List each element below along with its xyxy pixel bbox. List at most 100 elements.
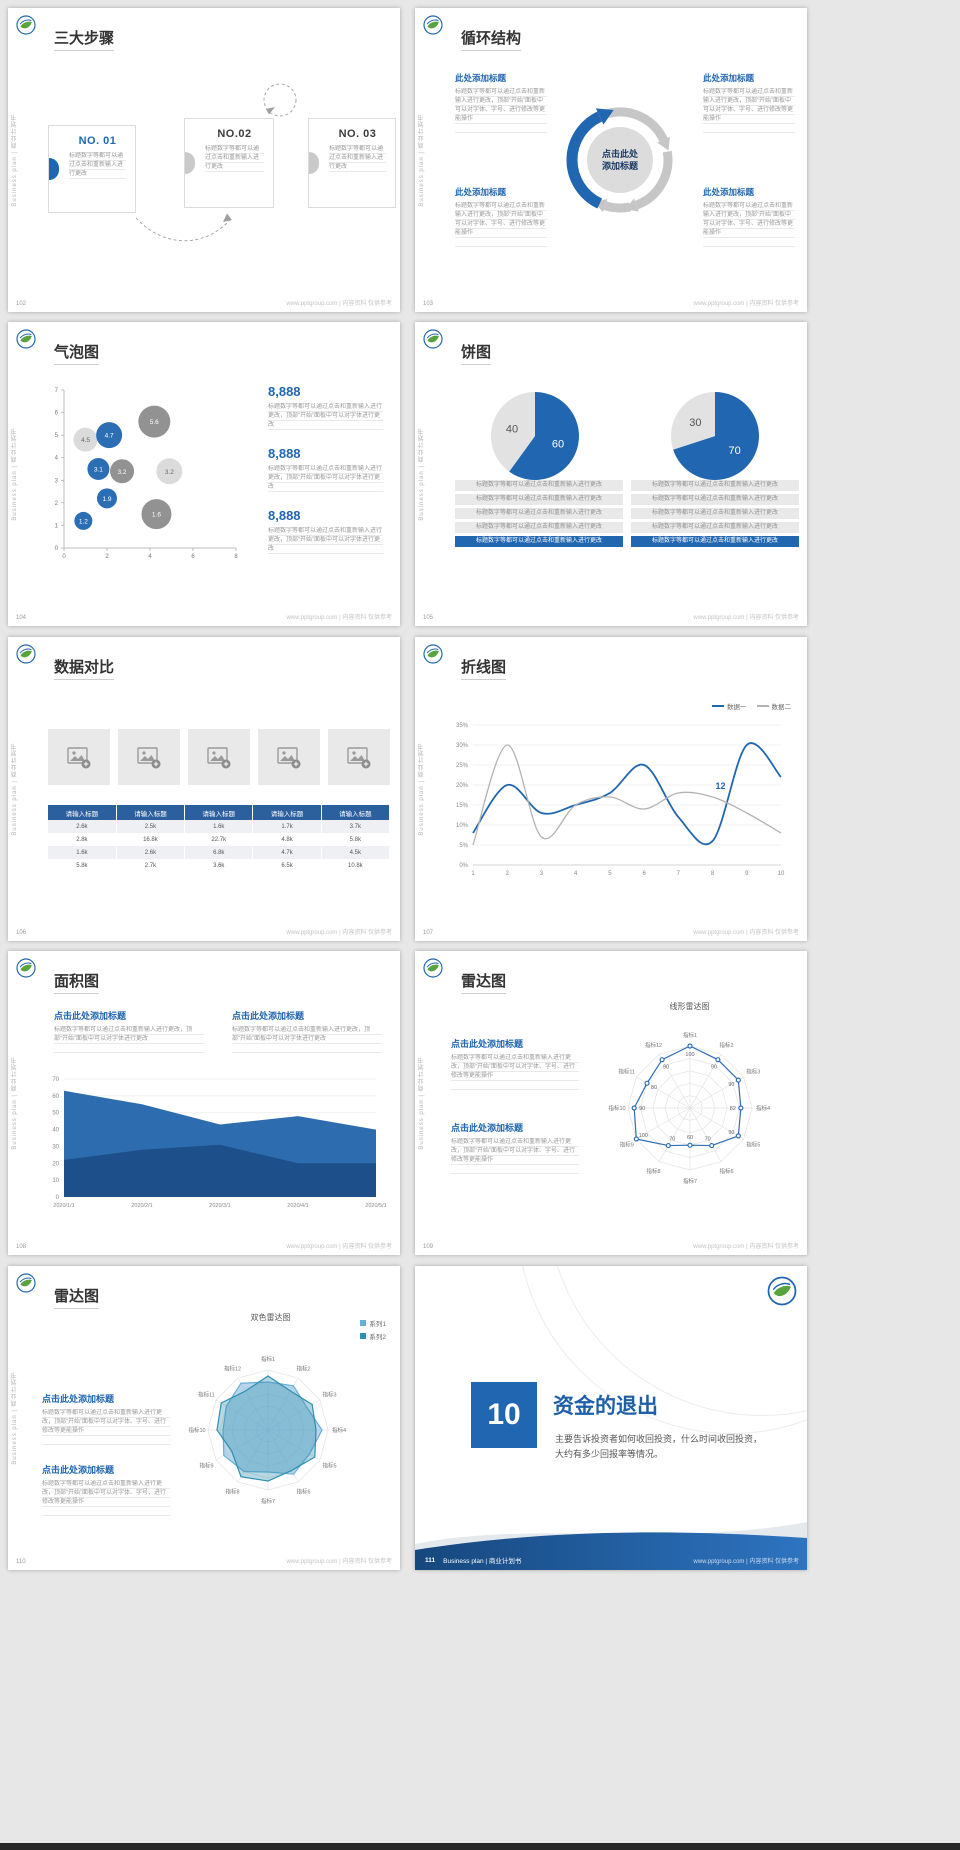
slide-111-thumbnail[interactable]: 10 资金的退出 主要告诉投资者如何收回投资，什么时间收回投资，大约有多少回报率… bbox=[415, 1266, 807, 1570]
slide-103-thumbnail[interactable]: Business plan | 商业计划书 循环结构 点击此处添加标题 此处添加… bbox=[415, 8, 807, 312]
placeholder-row: 标题数字等都可以通过点击和重新输入进行更改 bbox=[455, 508, 623, 519]
text-block: 此处添加标题 标题数字等都可以通过点击和重新输入进行更改，顶部“开始”面板中可以… bbox=[703, 72, 795, 133]
slide-106-thumbnail[interactable]: Business plan | 商业计划书 数据对比 请输入标题 请输入标题 请输入… bbox=[8, 637, 400, 941]
block-text: 标题数字等都可以通过点击和重新输入进行更改，顶部“开始”面板中可以对字体进行更改 bbox=[232, 1026, 382, 1054]
table-header-cell: 请输入标题 bbox=[48, 805, 117, 820]
placeholder-row: 标题数字等都可以通过点击和重新输入进行更改 bbox=[455, 494, 623, 505]
svg-text:6: 6 bbox=[191, 554, 195, 560]
table-row: 2.8k 16.8k 22.7k 4.8k 5.8k bbox=[48, 833, 391, 846]
legend-item: 数据一 bbox=[712, 701, 747, 711]
table-cell: 16.8k bbox=[116, 833, 186, 846]
slide-title: 雷达图 bbox=[461, 973, 507, 994]
slide-title: 雷达图 bbox=[54, 1288, 100, 1309]
stat-item: 8,888 标题数字等都可以通过点击和重新输入进行更改，顶部“开始”面板中可以对… bbox=[268, 446, 383, 492]
svg-text:指标11: 指标11 bbox=[618, 1068, 635, 1076]
table-cell: 2.8k bbox=[48, 833, 117, 846]
brand-logo-icon bbox=[423, 958, 443, 978]
step-connector-arcs bbox=[135, 83, 297, 242]
stat-item: 8,888 标题数字等都可以通过点击和重新输入进行更改，顶部“开始”面板中可以对… bbox=[268, 508, 383, 554]
page-number: 103 bbox=[423, 301, 434, 307]
image-placeholder bbox=[188, 729, 250, 785]
table-header-cell: 请输入标题 bbox=[184, 805, 254, 820]
block-text: 标题数字等都可以通过点击和重新输入进行更改，顶部“开始”面板中可以对字体、字号、… bbox=[42, 1480, 170, 1517]
image-icon bbox=[206, 744, 232, 770]
image-icon bbox=[136, 744, 162, 770]
svg-text:指标4: 指标4 bbox=[756, 1104, 770, 1112]
placeholder-row: 标题数字等都可以通过点击和重新输入进行更改 bbox=[455, 536, 623, 547]
svg-text:3: 3 bbox=[540, 871, 544, 877]
step-number: NO. 01 bbox=[78, 135, 117, 147]
block-heading: 此处添加标题 bbox=[703, 73, 755, 83]
slide-title: 气泡图 bbox=[54, 344, 100, 365]
svg-text:4.5: 4.5 bbox=[81, 437, 90, 444]
image-icon bbox=[66, 744, 92, 770]
text-block: 此处添加标题 标题数字等都可以通过点击和重新输入进行更改，顶部“开始”面板中可以… bbox=[703, 186, 795, 247]
stat-item: 8,888 标题数字等都可以通过点击和重新输入进行更改，顶部“开始”面板中可以对… bbox=[268, 384, 383, 430]
svg-text:100: 100 bbox=[685, 1052, 694, 1058]
table-header-cell: 请输入标题 bbox=[252, 805, 322, 820]
svg-text:2020/4/1: 2020/4/1 bbox=[287, 1203, 308, 1209]
legend-swatch bbox=[712, 705, 724, 707]
slide-104-thumbnail[interactable]: Business plan | 商业计划书 气泡图 0 1 2 3 4 5 6 7 0 2 4 6 8 4… bbox=[8, 322, 400, 626]
image-placeholder bbox=[48, 729, 110, 785]
table-cell: 5.8k bbox=[321, 833, 391, 846]
svg-text:80: 80 bbox=[651, 1085, 657, 1091]
block-text: 标题数字等都可以通过点击和重新输入进行更改，顶部“开始”面板中可以对字体、字号、… bbox=[703, 202, 795, 247]
pie-chart-left: 60 40 bbox=[491, 392, 579, 480]
radar-chart: 指标1 指标2 指标3 指标4 指标5 指标6 指标7 指标8 指标9 指标10 指标11 指标12 1… bbox=[608, 1031, 770, 1185]
svg-text:25%: 25% bbox=[456, 763, 469, 769]
page-number: 111 bbox=[425, 1556, 436, 1564]
table-header-row: 请输入标题 请输入标题 请输入标题 请输入标题 请输入标题 bbox=[48, 805, 391, 820]
sidebar-vertical-text: Business plan | 商业计划书 bbox=[419, 427, 425, 521]
brand-logo-icon bbox=[423, 329, 443, 349]
watermark: www.pptgroup.com | 内容资料 仅供参考 bbox=[693, 615, 799, 621]
svg-text:90: 90 bbox=[711, 1065, 717, 1071]
slide-108-thumbnail[interactable]: Business plan | 商业计划书 面积图 点击此处添加标题 标题数字等… bbox=[8, 951, 400, 1255]
svg-text:10%: 10% bbox=[456, 823, 469, 829]
placeholder-row: 标题数字等都可以通过点击和重新输入进行更改 bbox=[631, 522, 799, 533]
brand-logo-icon bbox=[767, 1276, 797, 1306]
cycle-diagram bbox=[566, 107, 673, 213]
slide-109-thumbnail[interactable]: Business plan | 商业计划书 雷达图 线形雷达图 指标1 指标2 指标… bbox=[415, 951, 807, 1255]
sidebar-vertical-text: Business plan | 商业计划书 bbox=[419, 1056, 425, 1150]
svg-text:指标4: 指标4 bbox=[332, 1426, 346, 1434]
table-cell: 22.7k bbox=[184, 833, 254, 846]
brand-logo-icon bbox=[423, 644, 443, 664]
text-block: 点击此处添加标题 标题数字等都可以通过点击和重新输入进行更改，顶部“开始”面板中… bbox=[42, 1463, 170, 1517]
svg-text:20: 20 bbox=[52, 1161, 59, 1167]
block-heading: 此处添加标题 bbox=[455, 73, 507, 83]
svg-text:70: 70 bbox=[52, 1077, 59, 1083]
table-cell: 1.6k bbox=[48, 846, 117, 859]
svg-text:0: 0 bbox=[56, 1195, 60, 1201]
svg-text:指标1: 指标1 bbox=[261, 1355, 275, 1363]
brand-logo-icon bbox=[16, 644, 36, 664]
slide-110-thumbnail[interactable]: Business plan | 商业计划书 雷达图 双色雷达图 系列1 系列2 … bbox=[8, 1266, 400, 1570]
sidebar-vertical-text: Business plan | 商业计划书 bbox=[12, 1056, 18, 1150]
table-cell: 4.8k bbox=[252, 833, 322, 846]
page-number: 105 bbox=[423, 615, 434, 621]
svg-text:9: 9 bbox=[745, 871, 749, 877]
slide-102-thumbnail[interactable]: Business plan | 商业计划书 三大步骤 NO. 01 标题数字等都… bbox=[8, 8, 400, 312]
svg-text:指标12: 指标12 bbox=[224, 1365, 241, 1373]
svg-text:指标5: 指标5 bbox=[322, 1462, 336, 1470]
svg-text:0%: 0% bbox=[459, 863, 468, 869]
slide-107-thumbnail[interactable]: Business plan | 商业计划书 折线图 数据一 数据二 0% 5% 10… bbox=[415, 637, 807, 941]
step-box-3: NO. 03 标题数字等都可以通过点击和重新输入进行更改 bbox=[308, 118, 396, 208]
svg-text:2020/3/1: 2020/3/1 bbox=[209, 1203, 230, 1209]
table-cell: 6.5k bbox=[252, 859, 322, 872]
brand-logo-icon bbox=[16, 1273, 36, 1293]
svg-text:指标10: 指标10 bbox=[188, 1426, 205, 1434]
svg-text:70: 70 bbox=[705, 1137, 711, 1143]
step-half-circle bbox=[185, 152, 195, 174]
page-number: 108 bbox=[16, 1244, 27, 1250]
svg-text:指标6: 指标6 bbox=[296, 1487, 310, 1495]
svg-text:30%: 30% bbox=[456, 743, 469, 749]
block-heading: 此处添加标题 bbox=[703, 187, 755, 197]
svg-text:指标7: 指标7 bbox=[261, 1497, 275, 1505]
page-number: 106 bbox=[16, 930, 27, 936]
page-number: 109 bbox=[423, 1244, 434, 1250]
slide-105-thumbnail[interactable]: Business plan | 商业计划书 饼图 60 40 70 30 标题数字等… bbox=[415, 322, 807, 626]
svg-text:8: 8 bbox=[234, 554, 238, 560]
section-number: 10 bbox=[487, 1398, 521, 1431]
text-block: 此处添加标题 标题数字等都可以通过点击和重新输入进行更改，顶部“开始”面板中可以… bbox=[455, 72, 547, 133]
